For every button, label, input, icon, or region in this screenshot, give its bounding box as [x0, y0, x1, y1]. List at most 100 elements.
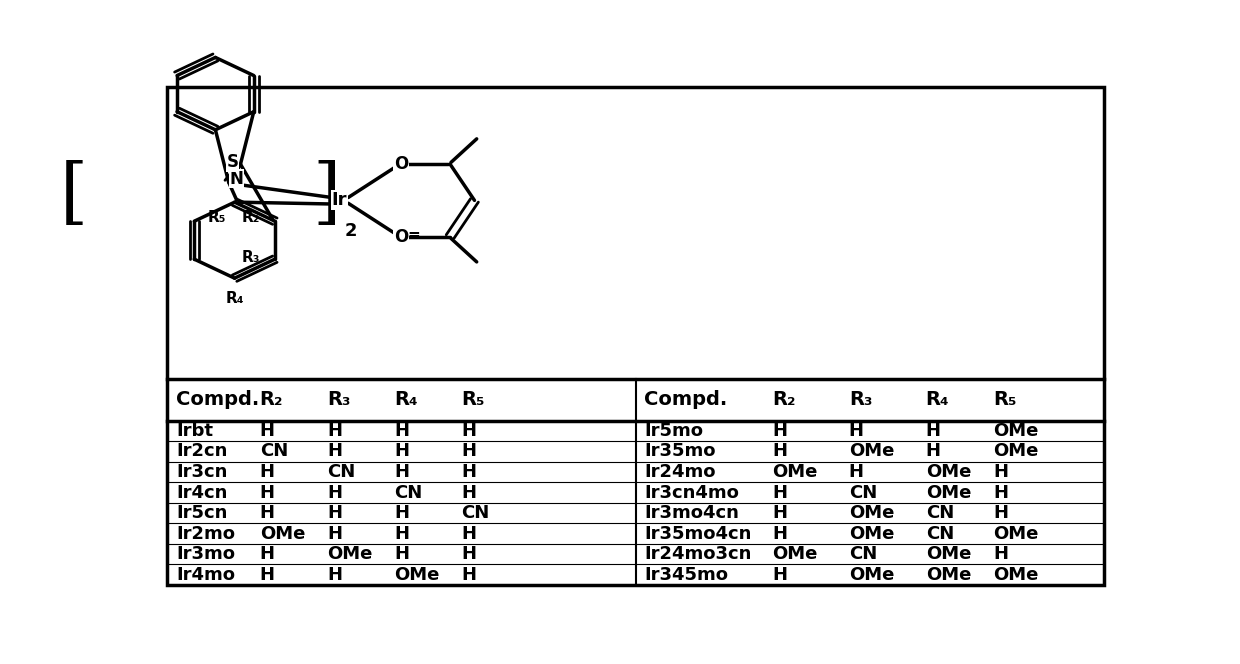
Text: R₄: R₄	[926, 390, 950, 409]
Text: H: H	[259, 504, 275, 522]
Text: CN: CN	[327, 463, 356, 481]
Text: Compd.: Compd.	[644, 390, 728, 409]
Text: H: H	[394, 442, 409, 460]
Text: R₅: R₅	[207, 210, 226, 225]
Text: H: H	[327, 422, 342, 440]
Text: Ir35mo: Ir35mo	[644, 442, 715, 460]
Text: H: H	[773, 422, 787, 440]
Text: Ir3cn: Ir3cn	[176, 463, 227, 481]
Text: Ir4mo: Ir4mo	[176, 566, 236, 584]
Text: H: H	[461, 483, 476, 501]
Text: OMe: OMe	[394, 566, 440, 584]
Text: Ir3cn4mo: Ir3cn4mo	[644, 483, 739, 501]
Text: H: H	[394, 545, 409, 563]
Text: Ir2cn: Ir2cn	[176, 442, 227, 460]
Text: H: H	[461, 566, 476, 584]
Text: OMe: OMe	[926, 545, 971, 563]
Text: R₅: R₅	[461, 390, 485, 409]
Text: H: H	[773, 504, 787, 522]
Text: CN: CN	[259, 442, 288, 460]
Text: H: H	[394, 422, 409, 440]
Text: H: H	[327, 483, 342, 501]
Text: Ir345mo: Ir345mo	[644, 566, 728, 584]
Text: H: H	[461, 442, 476, 460]
Text: CN: CN	[849, 483, 877, 501]
Text: CN: CN	[461, 504, 490, 522]
Text: OMe: OMe	[849, 525, 894, 542]
Text: R₃: R₃	[849, 390, 872, 409]
Text: H: H	[461, 463, 476, 481]
Text: H: H	[327, 442, 342, 460]
Text: H: H	[394, 525, 409, 542]
Text: OMe: OMe	[993, 422, 1038, 440]
FancyBboxPatch shape	[166, 88, 1105, 585]
Text: CN: CN	[926, 525, 954, 542]
Text: H: H	[394, 504, 409, 522]
Text: Ir3mo4cn: Ir3mo4cn	[644, 504, 739, 522]
Text: O: O	[394, 228, 408, 246]
Text: OMe: OMe	[773, 545, 817, 563]
Text: H: H	[327, 504, 342, 522]
Text: R₂: R₂	[242, 210, 259, 225]
Text: H: H	[773, 525, 787, 542]
Text: R₂: R₂	[259, 390, 283, 409]
Text: R₃: R₃	[327, 390, 351, 409]
Text: OMe: OMe	[926, 483, 971, 501]
Text: Irbt: Irbt	[176, 422, 213, 440]
Text: H: H	[461, 525, 476, 542]
Text: OMe: OMe	[849, 504, 894, 522]
Text: CN: CN	[849, 545, 877, 563]
Text: H: H	[773, 442, 787, 460]
Text: Ir24mo3cn: Ir24mo3cn	[644, 545, 751, 563]
Text: Ir3mo: Ir3mo	[176, 545, 236, 563]
Text: H: H	[327, 525, 342, 542]
Text: H: H	[993, 483, 1008, 501]
Text: O: O	[394, 155, 408, 173]
Text: Ir2mo: Ir2mo	[176, 525, 236, 542]
Text: R₄: R₄	[226, 291, 244, 305]
Text: OMe: OMe	[993, 566, 1038, 584]
Text: Ir5mo: Ir5mo	[644, 422, 703, 440]
Text: R₅: R₅	[993, 390, 1017, 409]
Text: Ir35mo4cn: Ir35mo4cn	[644, 525, 751, 542]
Text: Ir: Ir	[331, 191, 347, 209]
Text: Ir4cn: Ir4cn	[176, 483, 227, 501]
Text: OMe: OMe	[993, 525, 1038, 542]
Text: OMe: OMe	[993, 442, 1038, 460]
Text: OMe: OMe	[773, 463, 817, 481]
Text: H: H	[259, 566, 275, 584]
Text: ]: ]	[312, 159, 340, 230]
Text: OMe: OMe	[259, 525, 305, 542]
Text: H: H	[773, 566, 787, 584]
Text: CN: CN	[394, 483, 423, 501]
Text: H: H	[993, 545, 1008, 563]
Text: H: H	[993, 463, 1008, 481]
Text: Ir5cn: Ir5cn	[176, 504, 227, 522]
Text: CN: CN	[926, 504, 954, 522]
Text: R₄: R₄	[394, 390, 418, 409]
Text: OMe: OMe	[849, 566, 894, 584]
Text: H: H	[993, 504, 1008, 522]
Text: N: N	[229, 170, 243, 188]
Text: 2: 2	[345, 222, 357, 240]
Text: [: [	[60, 159, 88, 230]
Text: R₂: R₂	[773, 390, 796, 409]
Text: H: H	[327, 566, 342, 584]
Text: OMe: OMe	[849, 442, 894, 460]
Text: H: H	[259, 545, 275, 563]
Text: H: H	[259, 463, 275, 481]
Text: H: H	[926, 442, 941, 460]
Text: OMe: OMe	[926, 463, 971, 481]
Text: H: H	[926, 422, 941, 440]
Text: OMe: OMe	[327, 545, 372, 563]
Text: H: H	[461, 422, 476, 440]
Text: =: =	[408, 227, 420, 242]
Text: H: H	[461, 545, 476, 563]
Text: S: S	[227, 153, 238, 171]
Text: H: H	[773, 483, 787, 501]
Text: H: H	[849, 463, 864, 481]
Text: H: H	[849, 422, 864, 440]
Text: Ir24mo: Ir24mo	[644, 463, 715, 481]
Text: H: H	[259, 422, 275, 440]
Text: H: H	[259, 483, 275, 501]
